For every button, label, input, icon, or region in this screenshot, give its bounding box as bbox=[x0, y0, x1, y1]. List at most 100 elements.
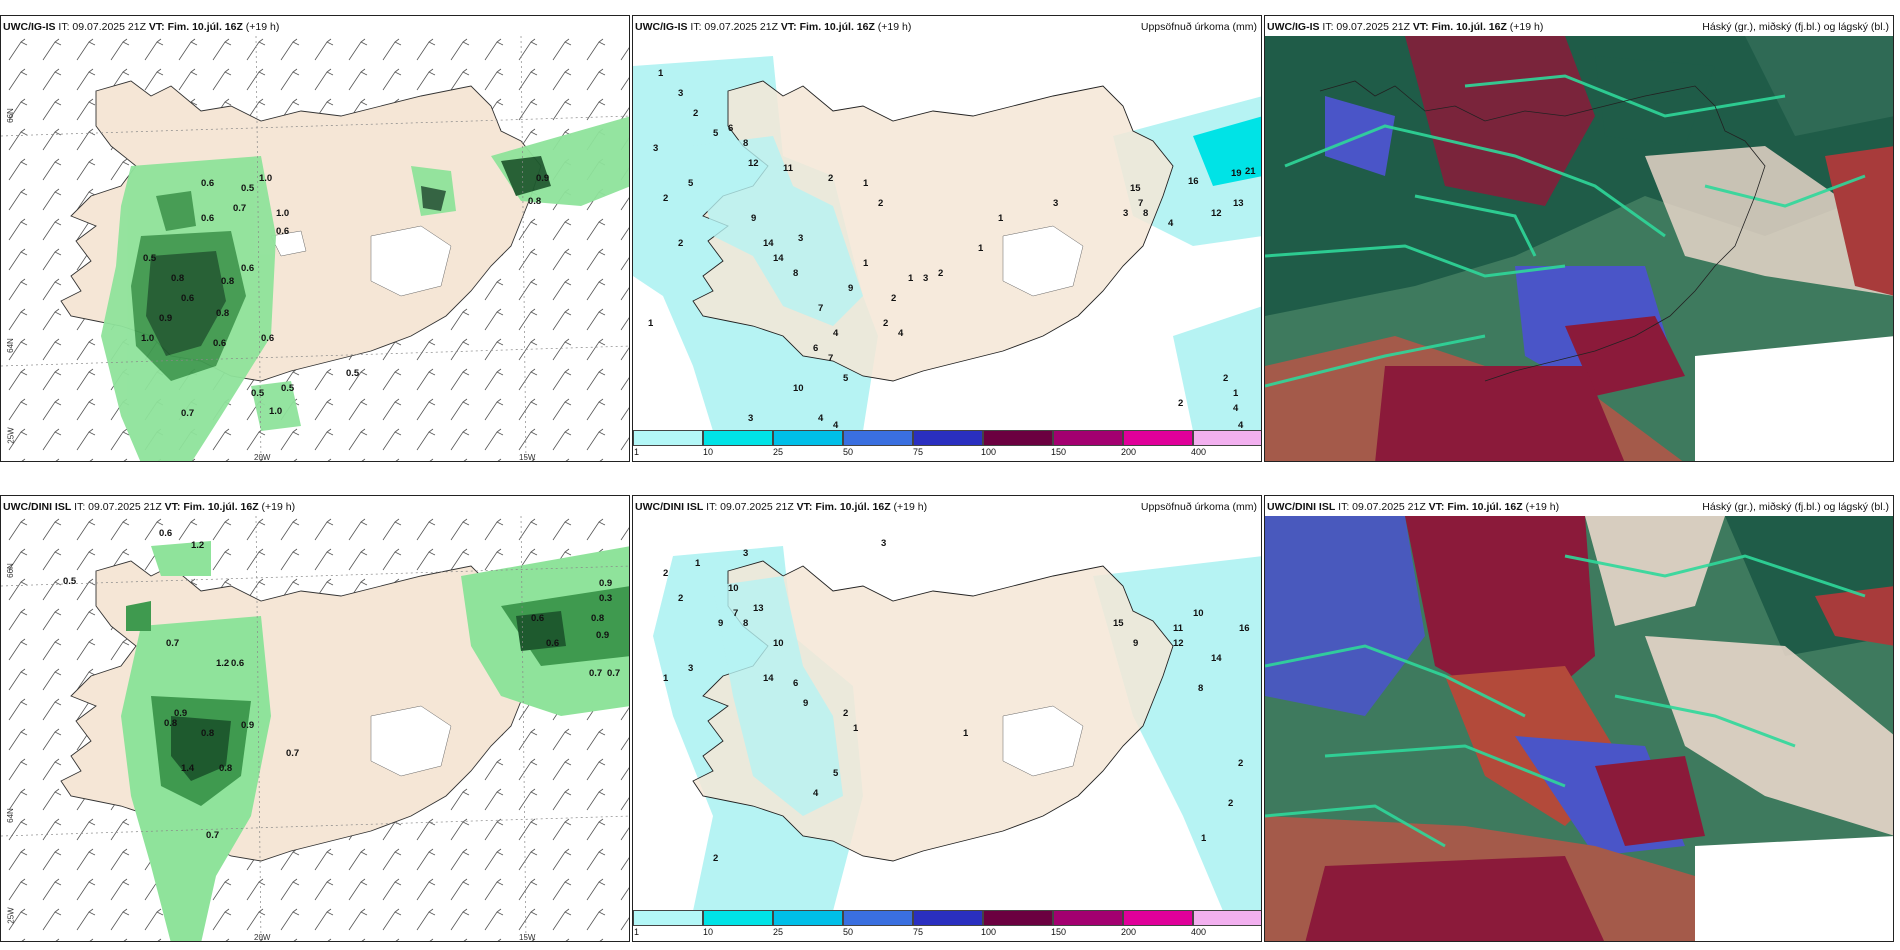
scale-tick: 100 bbox=[981, 447, 997, 457]
lat-label-64n: 64N bbox=[5, 338, 15, 353]
shower-areas bbox=[101, 116, 629, 461]
value-label: 2 bbox=[678, 238, 683, 249]
value-label: 1 bbox=[663, 673, 669, 684]
graticule bbox=[1, 36, 629, 461]
value-label: 9 bbox=[751, 213, 756, 224]
precip-area bbox=[693, 136, 863, 326]
value-label: 0.5 bbox=[281, 383, 295, 394]
model-name: UWC/DINI ISL bbox=[3, 501, 72, 513]
value-label: 13 bbox=[753, 603, 764, 614]
model-name: UWC/IG-IS bbox=[635, 21, 688, 33]
model-name: UWC/DINI ISL bbox=[635, 501, 704, 513]
lon-label-15w: 15W bbox=[519, 933, 536, 942]
value-label: 4 bbox=[818, 413, 824, 424]
value-label: 1 bbox=[998, 213, 1004, 224]
precip-area bbox=[1173, 306, 1261, 431]
glacier bbox=[1002, 225, 1084, 297]
panel-variable-title: Uppsöfnuð úrkoma (mm) bbox=[1140, 501, 1257, 513]
value-label: 0.9 bbox=[599, 578, 612, 589]
shower-areas bbox=[121, 541, 629, 941]
panel-header: UWC/DINI ISL IT: 09.07.2025 21Z VT: Fim.… bbox=[633, 496, 1261, 518]
value-label: 14 bbox=[763, 673, 774, 684]
value-label: 2 bbox=[938, 268, 943, 279]
clouds-map bbox=[1265, 516, 1893, 941]
showers-map: 0.6 1.2 0.5 0.7 1.2 0.6 0.8 0.9 0.9 0.8 … bbox=[1, 516, 629, 941]
init-time: IT: 09.07.2025 21Z bbox=[706, 501, 794, 513]
graticule bbox=[1, 516, 629, 941]
clouds-map bbox=[1265, 36, 1893, 461]
value-label: 2 bbox=[1223, 373, 1228, 384]
value-label: 0.9 bbox=[596, 630, 609, 641]
panel-variable-title: Uppsöfnuð úrkoma (mm) bbox=[1140, 21, 1257, 33]
value-label: 13 bbox=[1233, 198, 1244, 209]
value-label: 0.6 bbox=[276, 226, 289, 237]
value-label: 7 bbox=[818, 303, 823, 314]
scale-swatch bbox=[1193, 430, 1261, 446]
panel-header: UWC/IG-IS IT: 09.07.2025 21Z VT: Fim. 10… bbox=[1, 16, 629, 38]
value-label: 1.0 bbox=[259, 173, 272, 184]
value-label: 0.7 bbox=[589, 668, 602, 679]
value-label: 0.8 bbox=[219, 763, 232, 774]
scale-tick: 50 bbox=[843, 927, 854, 937]
value-label: 5 bbox=[833, 768, 839, 779]
scale-swatch bbox=[633, 430, 703, 446]
value-label: 2 bbox=[1178, 398, 1183, 409]
model-name: UWC/IG-IS bbox=[1267, 21, 1320, 33]
lead-time: (+19 h) bbox=[893, 501, 928, 513]
value-label: 0.6 bbox=[231, 658, 244, 669]
value-label: 4 bbox=[833, 420, 839, 431]
value-label: 2 bbox=[828, 173, 833, 184]
value-label: 1 bbox=[1201, 833, 1207, 844]
value-label: 0.7 bbox=[206, 830, 219, 841]
value-label: 0.5 bbox=[346, 368, 360, 379]
showers-map: 0.6 0.5 1.0 0.7 1.0 0.6 0.6 0.5 0.8 0.9 … bbox=[1, 36, 629, 461]
lat-label-66n: 66N bbox=[5, 108, 15, 123]
value-label: 0.6 bbox=[181, 293, 194, 304]
precip-map: 1 3 2 3 5 6 8 12 11 9 14 14 8 3 2 5 7 2 … bbox=[633, 56, 1261, 431]
value-label: 19 bbox=[1231, 168, 1242, 179]
scale-swatch bbox=[773, 910, 843, 926]
valid-time-label: VT: bbox=[1412, 21, 1429, 33]
lead-time: (+19 h) bbox=[1509, 21, 1544, 33]
valid-time: Fim. 10.júl. 16Z bbox=[799, 21, 875, 33]
value-label: 0.3 bbox=[599, 593, 612, 604]
scale-tick: 75 bbox=[913, 447, 924, 457]
init-time: IT: 09.07.2025 21Z bbox=[690, 21, 778, 33]
valid-time-label: VT: bbox=[148, 21, 165, 33]
value-label: 0.6 bbox=[213, 338, 226, 349]
value-label: 15 bbox=[1113, 618, 1124, 629]
valid-time-label: VT: bbox=[1428, 501, 1445, 513]
map-panel-precip-bottom: UWC/DINI ISL IT: 09.07.2025 21Z VT: Fim.… bbox=[632, 495, 1262, 942]
map-panel-precip-top: UWC/IG-IS IT: 09.07.2025 21Z VT: Fim. 10… bbox=[632, 15, 1262, 462]
value-label: 7 bbox=[828, 353, 833, 364]
value-label: 14 bbox=[1211, 653, 1222, 664]
scale-tick: 10 bbox=[703, 447, 714, 457]
value-label: 16 bbox=[1239, 623, 1250, 634]
init-time: IT: 09.07.2025 21Z bbox=[74, 501, 162, 513]
value-label: 12 bbox=[1211, 208, 1222, 219]
value-label: 12 bbox=[748, 158, 759, 169]
value-label: 16 bbox=[1188, 176, 1199, 187]
value-label: 5 bbox=[713, 128, 719, 139]
value-label: 1 bbox=[1233, 388, 1239, 399]
valid-time: Fim. 10.júl. 16Z bbox=[183, 501, 259, 513]
scale-tick: 1 bbox=[634, 447, 640, 457]
value-label: 0.5 bbox=[143, 253, 157, 264]
scale-tick: 50 bbox=[843, 447, 854, 457]
precip-labels: 1 3 2 2 10 13 9 7 8 3 1 14 6 10 9 2 1 5 … bbox=[663, 538, 1250, 864]
value-label: 3 bbox=[653, 143, 658, 154]
value-label: 9 bbox=[1133, 638, 1138, 649]
value-label: 4 bbox=[1238, 420, 1244, 431]
value-label: 6 bbox=[813, 343, 818, 354]
value-label: 0.9 bbox=[536, 173, 549, 184]
value-label: 10 bbox=[1193, 608, 1204, 619]
scale-tick: 10 bbox=[703, 927, 714, 937]
lat-label-66n: 66N bbox=[5, 563, 15, 578]
value-label: 4 bbox=[1233, 403, 1239, 414]
panel-header: UWC/DINI ISL IT: 09.07.2025 21Z VT: Fim.… bbox=[1, 496, 629, 518]
value-label: 4 bbox=[833, 328, 839, 339]
value-label: 8 bbox=[743, 138, 748, 149]
value-label: 1.0 bbox=[141, 333, 154, 344]
init-time: IT: 09.07.2025 21Z bbox=[58, 21, 146, 33]
precip-color-scale: 1 10 25 50 75 100 150 200 400 bbox=[633, 907, 1261, 941]
